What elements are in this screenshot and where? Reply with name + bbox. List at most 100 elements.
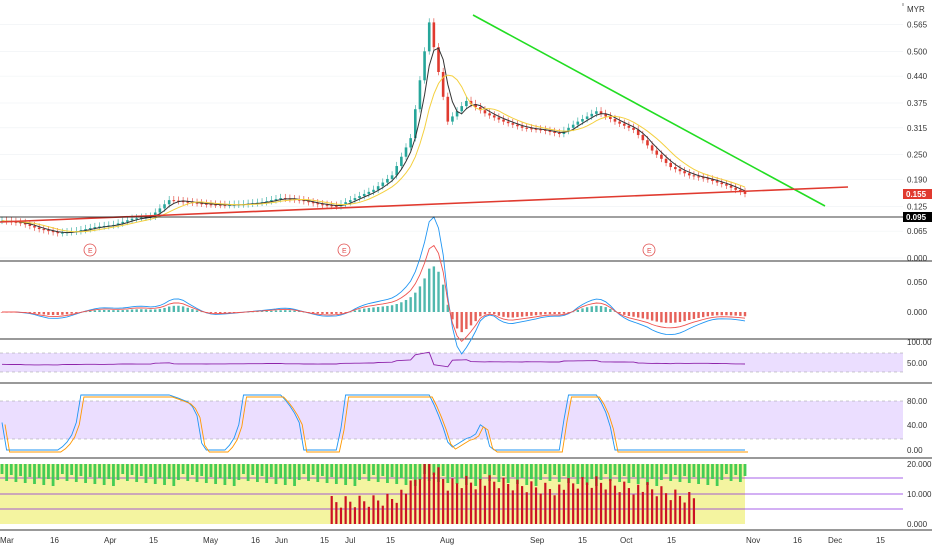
macd-histogram-bar (93, 310, 97, 312)
histogram-green-bar (506, 464, 510, 483)
macd-histogram-bar (70, 312, 73, 314)
histogram-green-bar (348, 464, 352, 479)
macd-histogram-bar (479, 312, 482, 317)
histogram-green-bar (121, 464, 125, 474)
candle-body (678, 169, 682, 172)
histogram-green-bar (669, 464, 673, 481)
macd-histogram-bar (284, 310, 287, 312)
candle-body (163, 204, 166, 209)
macd-histogram-bar (116, 310, 120, 312)
macd-histogram-bar (321, 312, 324, 314)
moving-averages (1, 47, 746, 234)
histogram-green-bar (37, 464, 41, 478)
histogram-green-bar (167, 464, 171, 479)
histogram-red-bar (581, 477, 584, 524)
candle-body (544, 129, 547, 131)
macd-pane (0, 216, 747, 355)
macd-histogram-bar (460, 312, 463, 333)
histogram-green-bar (464, 464, 468, 485)
macd-line (2, 216, 746, 355)
candle-body (311, 202, 315, 204)
histogram-red-bar (683, 502, 686, 524)
y-tick-label: 0.000 (907, 254, 928, 263)
macd-histogram-bar (260, 311, 264, 312)
candle-body (488, 113, 491, 116)
candle-body (28, 224, 32, 226)
histogram-red-bar (688, 492, 691, 524)
candle-body (330, 205, 334, 207)
y-tick-label: 0.050 (907, 278, 928, 287)
histogram-green-bar (79, 464, 83, 476)
histogram-green-bar (316, 464, 320, 482)
macd-histogram-bar (706, 312, 710, 317)
histogram-red-bar (544, 482, 547, 524)
histogram-red-bar (609, 479, 612, 524)
candle-body (158, 208, 162, 213)
macd-histogram-bar (102, 309, 106, 312)
y-tick-label: 80.00 (907, 397, 928, 406)
last-price-tag: 0.155 (903, 189, 932, 199)
candle-body (413, 109, 417, 139)
histogram-green-bar (729, 464, 733, 481)
candle-body (604, 113, 607, 117)
y-tick-label: 0.125 (907, 202, 928, 211)
histogram-red-bar (516, 479, 519, 524)
macd-histogram-bar (469, 312, 473, 326)
macd-histogram-bar (130, 309, 134, 312)
histogram-green-bar (107, 464, 111, 479)
histogram-red-bar (372, 495, 375, 524)
macd-histogram-bar (163, 307, 166, 312)
candle-body (186, 201, 190, 203)
candle-body (418, 80, 422, 110)
candle-body (553, 131, 556, 133)
histogram-green-bar (60, 464, 64, 474)
macd-histogram-bar (335, 312, 338, 314)
time-axis[interactable]: Mar 16 Apr 15 May 16 Jun 15 Jul 15 Aug Sep 15 Oct 15 No… (0, 536, 885, 545)
time-label: 16 (50, 536, 59, 545)
histogram-green-bar (153, 464, 157, 484)
macd-histogram-bar (200, 311, 203, 313)
earnings-marker-3[interactable]: E (642, 243, 656, 257)
histogram-green-bar (139, 464, 143, 476)
histogram-green-bar (242, 464, 245, 474)
resistance-trendline (472, 14, 826, 207)
histogram-red-bar (548, 489, 552, 524)
macd-histogram-bar (140, 309, 143, 312)
histogram-red-bar (335, 502, 338, 524)
histogram-green-bar (632, 464, 635, 477)
candle-body (697, 176, 700, 178)
candle-body (423, 51, 426, 81)
histogram-red-bar (414, 479, 417, 524)
histogram-green-bar (618, 464, 622, 482)
earnings-marker-1[interactable]: E (83, 243, 97, 257)
macd-histogram-bar (432, 266, 436, 312)
pane-separators (0, 260, 932, 531)
candle-body (205, 203, 208, 205)
histogram-pane (0, 464, 747, 524)
histogram-red-bar (604, 489, 607, 524)
histogram-green-bar (195, 464, 199, 482)
histogram-red-bar (432, 472, 435, 524)
histogram-red-bar (428, 464, 431, 524)
candle-body (56, 232, 60, 234)
histogram-green-bar (74, 464, 78, 482)
macd-histogram-bar (372, 307, 375, 312)
y-tick-label: 0.250 (907, 151, 928, 160)
histogram-green-bar (144, 464, 148, 483)
earnings-marker-2[interactable]: E (337, 243, 351, 257)
histogram-green-bar (409, 464, 413, 479)
macd-histogram-bar (358, 309, 361, 312)
histogram-red-bar (678, 496, 682, 524)
macd-histogram-bar (669, 312, 672, 323)
currency-label: MYR (907, 5, 925, 14)
macd-histogram-bar (376, 306, 380, 312)
candle-body (214, 204, 217, 206)
candle-body (585, 116, 589, 120)
histogram-green-bar (497, 464, 501, 482)
candle-body (88, 228, 92, 230)
candle-body (400, 156, 403, 167)
candle-body (279, 198, 282, 200)
candle-body (576, 121, 580, 125)
macd-histogram-bar (363, 308, 366, 312)
macd-histogram-bar (232, 312, 236, 313)
